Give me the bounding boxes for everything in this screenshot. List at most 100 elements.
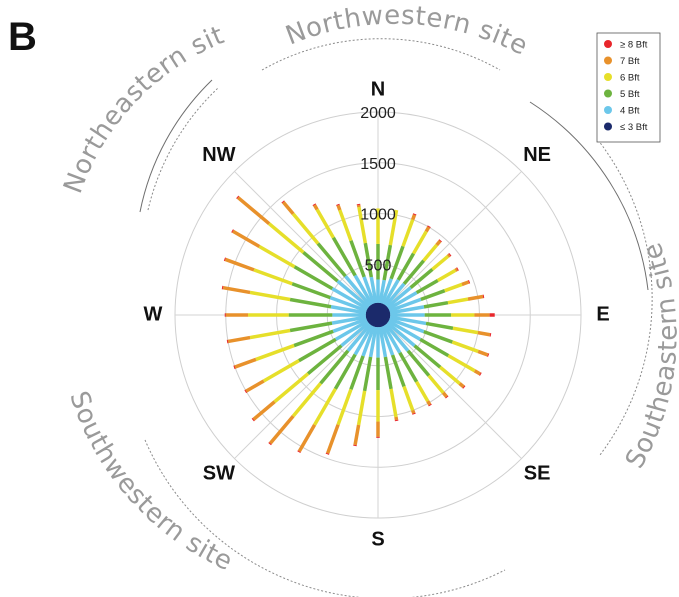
bar-segment <box>329 295 368 313</box>
bar-segment <box>394 416 399 421</box>
bar-segment <box>415 278 439 295</box>
bar-segment <box>353 424 361 446</box>
bar-segment <box>380 278 393 305</box>
bar-segment <box>389 388 398 418</box>
grid-spoke <box>377 314 522 459</box>
bar-segment <box>384 323 410 352</box>
bar-segment <box>386 321 416 348</box>
bar-segment <box>458 382 465 389</box>
bar-segment <box>316 242 347 278</box>
bar-segment <box>269 414 295 445</box>
bar-segment <box>252 400 276 421</box>
bar-segment <box>232 229 261 249</box>
bar-segment <box>253 268 293 286</box>
bar-segment <box>289 297 332 309</box>
bar-segment <box>382 244 393 281</box>
bar-segment <box>344 274 372 307</box>
legend-swatch <box>604 56 612 65</box>
bar-segment <box>439 365 461 385</box>
legend-label: ≤ 3 Bft <box>620 122 648 133</box>
legend-label: ≥ 8 Bft <box>620 40 648 51</box>
direction-label: NW <box>202 144 235 166</box>
bar-segment <box>313 204 319 211</box>
bar-segment <box>289 321 333 333</box>
bar-segment <box>388 317 425 334</box>
bar-segment <box>245 379 265 393</box>
site-arc-northwestern <box>261 38 501 71</box>
bar-segment <box>268 442 272 446</box>
bar-segment <box>423 330 453 344</box>
grid-spoke <box>234 171 379 316</box>
bar-segment <box>293 265 334 291</box>
bar-segment <box>331 236 357 277</box>
bar-segment <box>451 340 479 354</box>
bar-segment <box>312 203 317 206</box>
bar-segment <box>236 195 240 199</box>
direction-labels: N NE E SE S SW W NW <box>144 78 610 550</box>
radial-tick-label: 2000 <box>360 105 396 122</box>
bar-segment <box>330 304 367 315</box>
grid-spoke <box>377 171 522 316</box>
direction-label: S <box>371 528 384 550</box>
bar-segment <box>293 329 334 348</box>
bar-segment <box>477 349 489 357</box>
radial-tick-labels: 500 1000 1500 2000 <box>360 105 396 274</box>
site-label-southeastern: Southeastern site <box>620 238 679 473</box>
bar-segment <box>315 208 335 239</box>
bar-segment <box>349 240 366 278</box>
legend-swatch <box>604 106 612 114</box>
bar-segment <box>390 354 406 388</box>
bar-segment <box>291 282 331 300</box>
legend-label: 4 Bft <box>620 106 640 117</box>
direction-label: E <box>596 303 609 325</box>
bar-segment <box>427 225 431 228</box>
bar-segment <box>362 356 373 392</box>
bar-segment <box>401 219 415 247</box>
bar-segment <box>291 382 322 418</box>
bar-segment <box>387 319 422 341</box>
bar-segment <box>462 385 466 389</box>
bar-segment <box>334 319 369 341</box>
bar-segment <box>422 243 439 262</box>
bar-segment <box>396 252 416 281</box>
direction-label: W <box>144 303 163 325</box>
bar-segment <box>413 344 442 369</box>
bar-segment <box>378 326 388 358</box>
bar-segment <box>411 409 416 414</box>
bar-segment <box>222 285 251 295</box>
bar-segment <box>353 274 374 306</box>
bar-segment <box>384 282 406 307</box>
bar-segment <box>435 240 442 247</box>
legend-label: 6 Bft <box>620 73 640 84</box>
bar-segment <box>336 279 370 309</box>
bar-segment <box>262 359 300 383</box>
site-label-northwestern: Northwestern site <box>282 1 533 62</box>
legend: ≥ 8 Bft 7 Bft 6 Bft 5 Bft 4 Bft ≤ 3 Bft <box>596 32 661 143</box>
bar-segment <box>333 353 357 390</box>
bar-segment <box>387 291 418 311</box>
bar-segment <box>406 349 431 377</box>
bar-segment <box>380 325 395 356</box>
bar-segment <box>362 276 376 305</box>
bar-segment <box>426 400 432 406</box>
bar-segment <box>389 245 405 280</box>
bar-segment <box>319 349 350 385</box>
bar-segment <box>382 278 400 306</box>
bar-segment <box>477 330 491 337</box>
bar-segment <box>291 212 320 245</box>
site-arc-northeastern-solid <box>139 79 213 213</box>
legend-label: 7 Bft <box>620 56 640 67</box>
bar-segment <box>249 290 291 302</box>
bar-segment <box>402 259 426 286</box>
bar-segment <box>331 287 369 311</box>
bar-segment <box>326 424 340 454</box>
bar-segment <box>258 244 296 269</box>
bar-segment <box>268 222 305 254</box>
direction-label: SW <box>203 462 235 484</box>
bar-segment <box>234 357 257 369</box>
bar-segment <box>479 372 482 376</box>
bar-segment <box>402 385 415 411</box>
bar-segment <box>473 369 481 376</box>
bar-segment <box>425 321 454 330</box>
